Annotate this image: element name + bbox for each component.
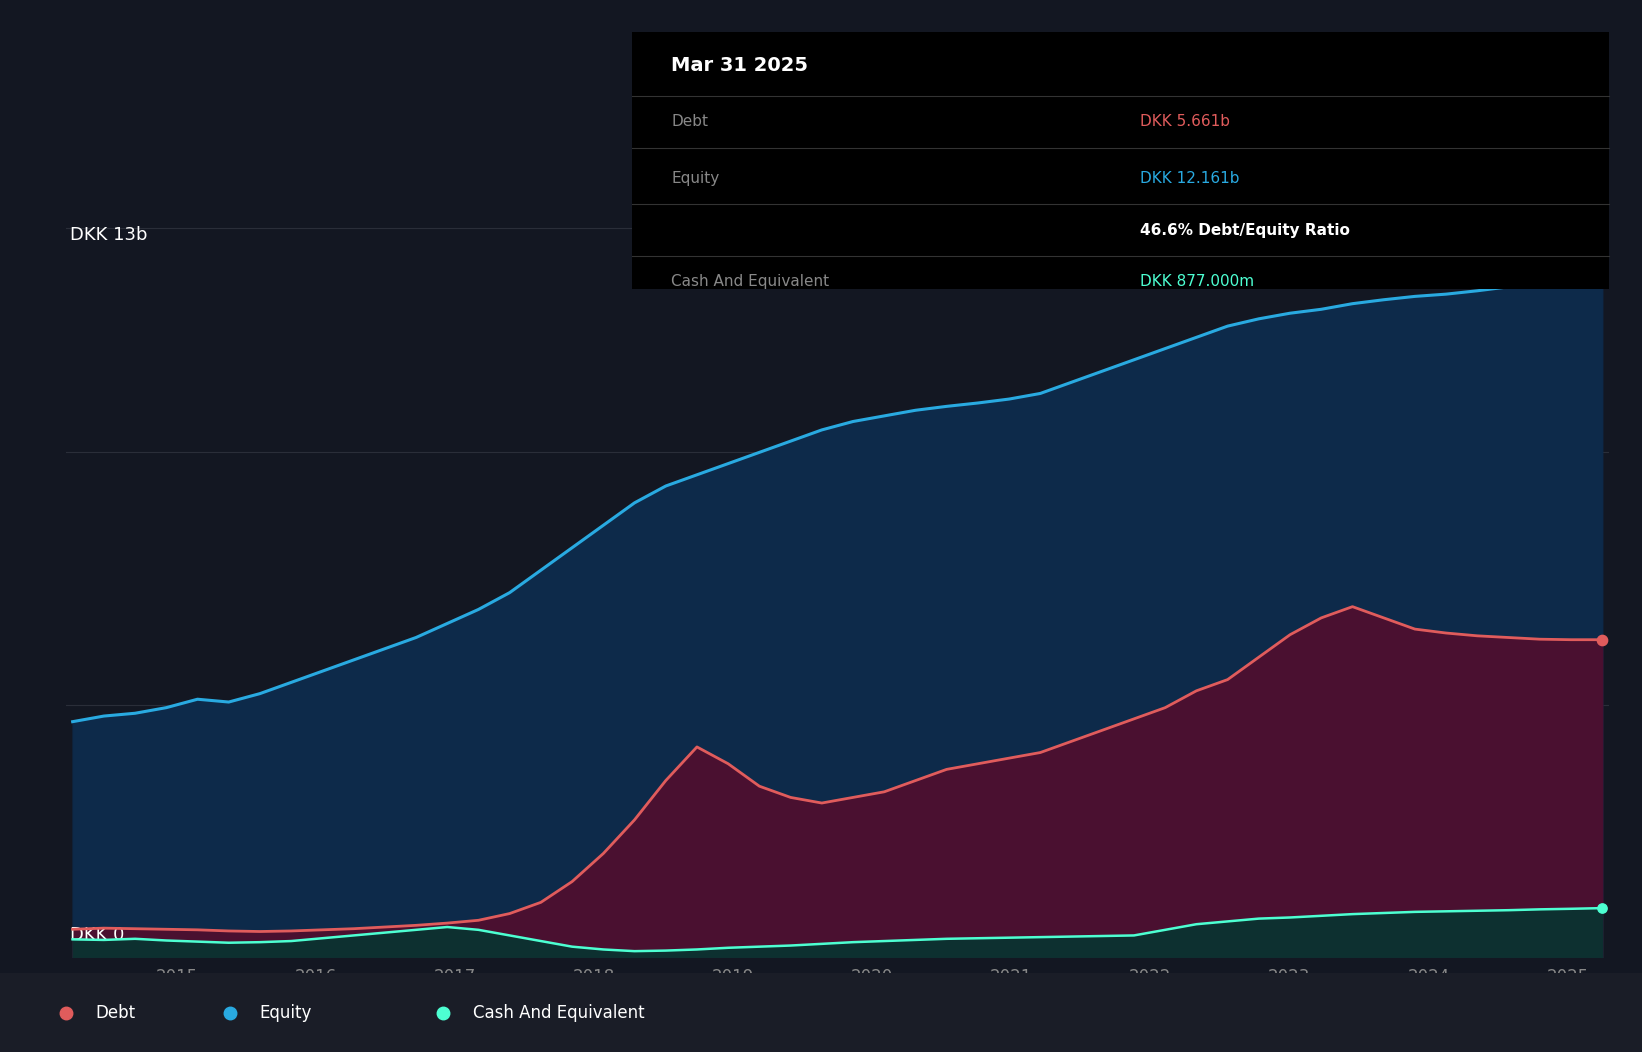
Point xyxy=(1589,899,1616,916)
Text: Equity: Equity xyxy=(672,171,719,186)
Text: DKK 877.000m: DKK 877.000m xyxy=(1140,275,1254,289)
Point xyxy=(1589,266,1616,283)
Text: Mar 31 2025: Mar 31 2025 xyxy=(672,56,808,75)
Text: Debt: Debt xyxy=(95,1004,135,1021)
Text: DKK 0: DKK 0 xyxy=(71,926,125,944)
Text: Equity: Equity xyxy=(259,1004,312,1021)
Text: DKK 5.661b: DKK 5.661b xyxy=(1140,115,1230,129)
Point xyxy=(1589,631,1616,648)
Text: 46.6% Debt/Equity Ratio: 46.6% Debt/Equity Ratio xyxy=(1140,223,1350,238)
Text: Cash And Equivalent: Cash And Equivalent xyxy=(672,275,829,289)
Text: Cash And Equivalent: Cash And Equivalent xyxy=(473,1004,645,1021)
Text: DKK 13b: DKK 13b xyxy=(71,226,148,244)
Text: DKK 12.161b: DKK 12.161b xyxy=(1140,171,1240,186)
Text: Debt: Debt xyxy=(672,115,708,129)
